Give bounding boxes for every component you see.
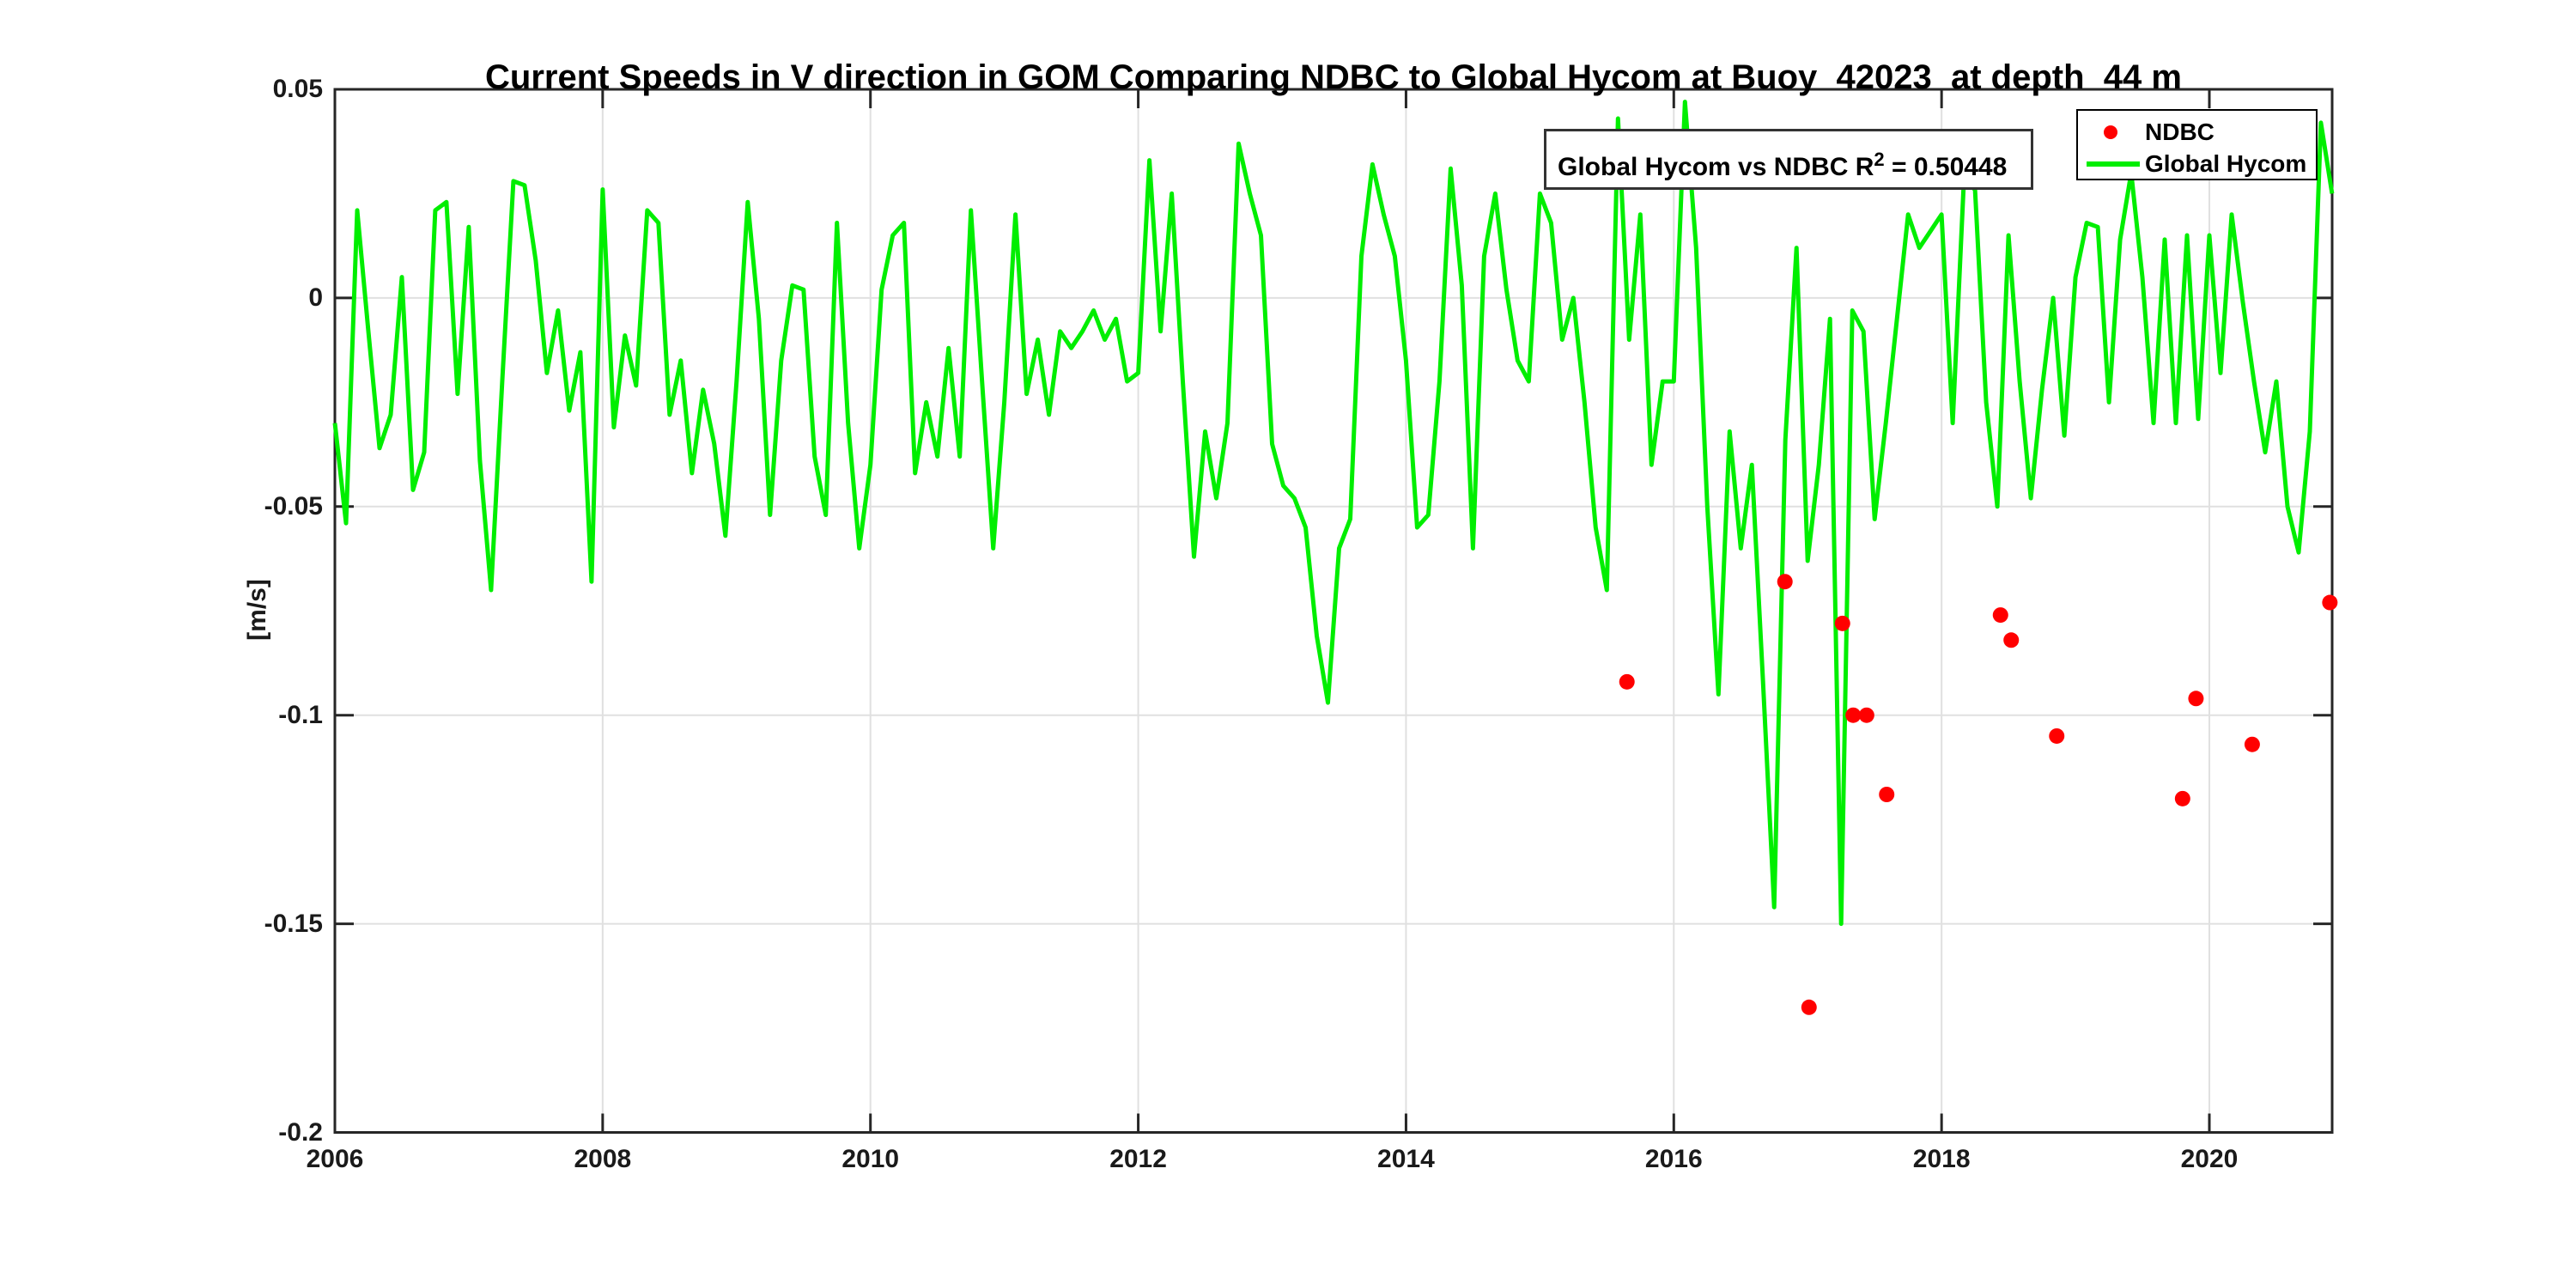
- y-tick-label: -0.15: [264, 909, 323, 938]
- y-tick-label: -0.2: [278, 1117, 323, 1147]
- y-axis-label: [m/s]: [243, 579, 271, 641]
- ndbc-marker-icon: [2104, 125, 2117, 139]
- x-tick-label: 2016: [1644, 1144, 1703, 1173]
- ndbc-point: [1858, 707, 1874, 723]
- legend-item-ndbc: NDBC: [2078, 116, 2316, 148]
- global-hycom-marker-icon: [2087, 161, 2140, 167]
- ndbc-point: [1845, 707, 1862, 723]
- ndbc-point: [1834, 615, 1850, 631]
- ndbc-point: [1801, 999, 1817, 1015]
- ndbc-point: [2003, 632, 2020, 648]
- ndbc-point: [1619, 673, 1635, 690]
- ndbc-point: [2174, 790, 2190, 806]
- ndbc-point: [1992, 607, 2008, 624]
- global-hycom-line: [332, 100, 2335, 927]
- ndbc-point: [1777, 574, 1793, 590]
- x-tick-label: 2008: [574, 1144, 632, 1173]
- x-tick-label: 2018: [1912, 1144, 1971, 1173]
- legend-item-global-hycom: Global Hycom: [2078, 148, 2316, 180]
- x-tick-label: 2012: [1109, 1144, 1167, 1173]
- annotation-text-prefix: Global Hycom vs NDBC R: [1558, 153, 1874, 181]
- legend: NDBC Global Hycom: [2076, 109, 2318, 180]
- y-tick-label: 0.05: [272, 75, 323, 103]
- x-tick-label: 2020: [2180, 1144, 2239, 1173]
- x-tick-label: 2014: [1377, 1144, 1435, 1173]
- ndbc-point: [1879, 787, 1895, 803]
- x-tick-label: 2010: [841, 1144, 900, 1173]
- y-tick-label: 0: [308, 283, 323, 312]
- legend-label-global-hycom: Global Hycom: [2145, 149, 2307, 177]
- x-tick-label: 2006: [306, 1144, 364, 1173]
- chart-title: Current Speeds in V direction in GOM Com…: [485, 58, 2182, 96]
- axes-box: [333, 88, 2334, 1134]
- r-squared-annotation: Global Hycom vs NDBC R2 = 0.50448: [1544, 129, 2033, 190]
- ndbc-point: [2322, 594, 2338, 611]
- ndbc-point: [2244, 736, 2260, 752]
- legend-label-ndbc: NDBC: [2145, 118, 2215, 145]
- annotation-text-suffix: = 0.50448: [1884, 153, 2008, 181]
- ndbc-point: [2049, 727, 2065, 744]
- annotation-superscript: 2: [1874, 149, 1885, 170]
- ndbc-point: [2188, 691, 2204, 707]
- y-tick-label: -0.05: [264, 491, 323, 520]
- y-tick-label: -0.1: [278, 700, 323, 729]
